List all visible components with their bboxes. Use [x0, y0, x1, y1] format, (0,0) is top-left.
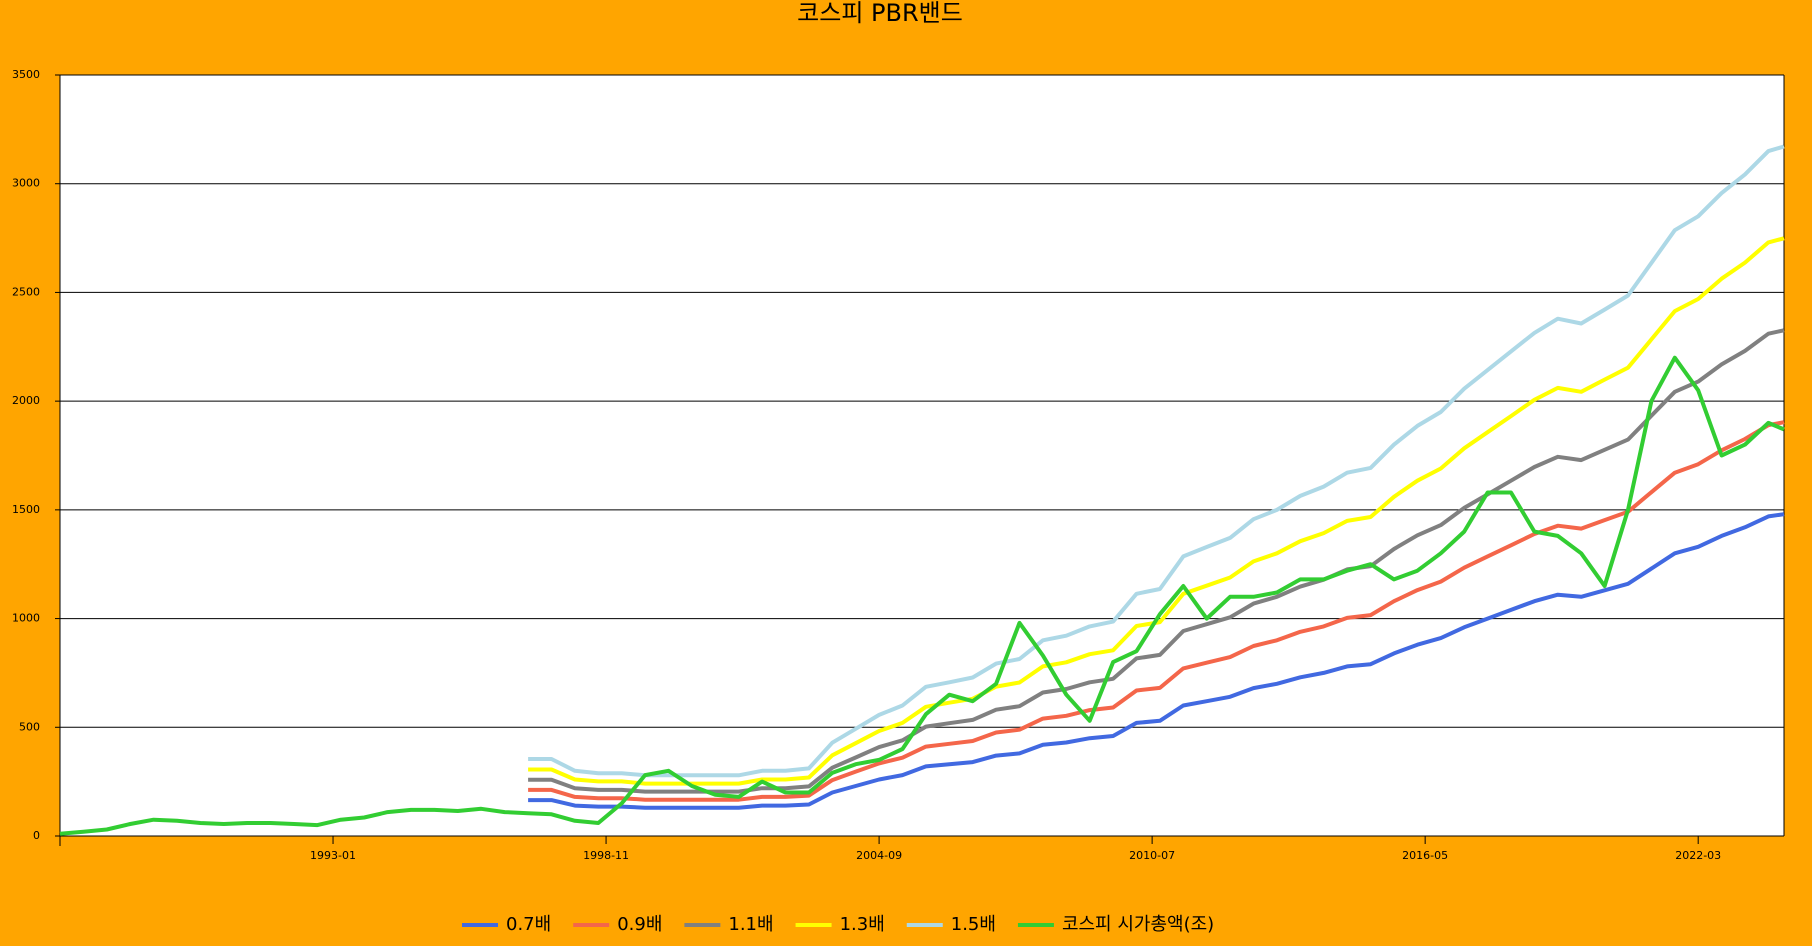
- legend-label: 1.1배: [728, 914, 773, 935]
- x-tick-label: 2004-09: [856, 849, 902, 862]
- y-tick-label: 0: [33, 829, 40, 842]
- series-line: [528, 144, 1785, 778]
- series-line: [528, 328, 1785, 794]
- legend-label: 0.9배: [617, 914, 662, 935]
- y-tick-label: 3500: [12, 68, 40, 81]
- chart-title: 코스피 PBR밴드: [797, 0, 963, 27]
- legend-label: 0.7배: [506, 914, 551, 935]
- x-tick-label: 2010-07: [1129, 849, 1175, 862]
- legend-label: 1.3배: [840, 914, 885, 935]
- x-tick-label: 1993-01: [310, 849, 356, 862]
- y-tick-label: 2000: [12, 394, 40, 407]
- legend-label: 1.5배: [951, 914, 996, 935]
- x-tick-label: 2016-05: [1402, 849, 1448, 862]
- legend-label: 코스피 시가총액(조): [1062, 914, 1214, 935]
- series-line: [528, 420, 1785, 802]
- series-line: [59, 355, 1785, 836]
- series-line: [528, 236, 1785, 786]
- y-tick-label: 1000: [12, 612, 40, 625]
- y-tick-label: 3000: [12, 177, 40, 190]
- y-tick-label: 1500: [12, 503, 40, 516]
- y-tick-label: 500: [19, 720, 40, 733]
- x-tick-label: 1998-11: [583, 849, 629, 862]
- x-tick-label: 2022-03: [1675, 849, 1721, 862]
- series-line: [528, 512, 1785, 810]
- y-tick-label: 2500: [12, 285, 40, 298]
